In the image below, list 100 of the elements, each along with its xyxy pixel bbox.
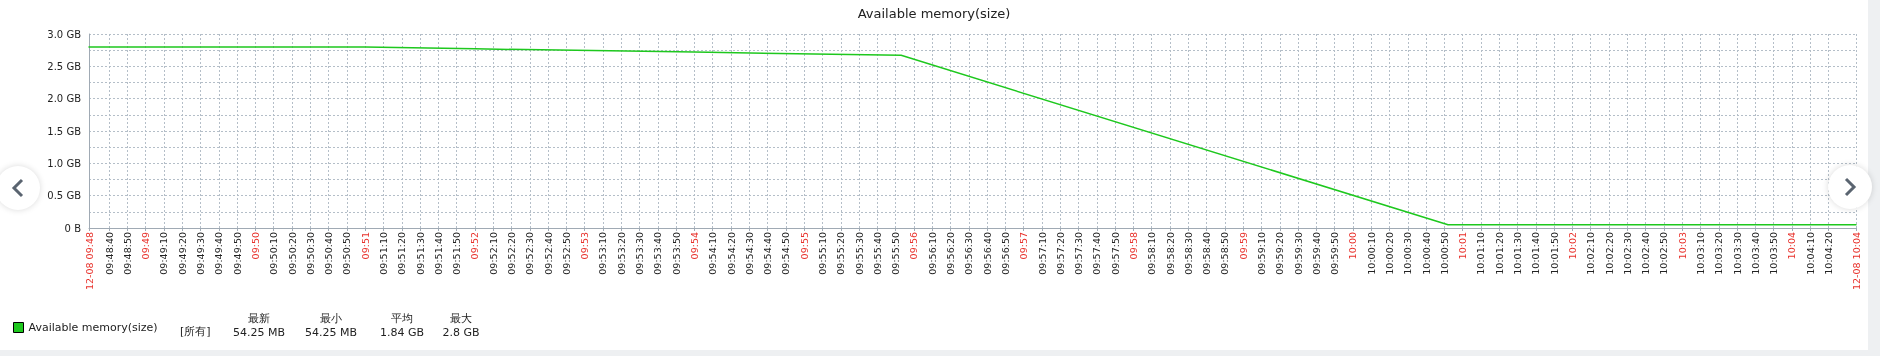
x-tick-label: 09:57:30 bbox=[1073, 232, 1085, 275]
x-tick-label: 09:52:30 bbox=[524, 232, 536, 275]
x-tick-label: 09:56:40 bbox=[981, 232, 993, 275]
x-tick-label: 10:02:20 bbox=[1603, 232, 1615, 275]
x-tick-label: 09:59:30 bbox=[1292, 232, 1304, 275]
x-tick-label: 09:57 bbox=[1018, 232, 1030, 260]
x-tick-label: 10:01 bbox=[1457, 232, 1469, 260]
text: [所有] bbox=[180, 325, 211, 338]
legend-label: Available memory(size) bbox=[28, 321, 158, 334]
x-tick-label: 09:51:20 bbox=[396, 232, 408, 275]
x-tick-label: 10:00 bbox=[1347, 232, 1359, 260]
x-tick-label: 09:56:10 bbox=[926, 232, 938, 275]
x-tick-label: 09:56:30 bbox=[963, 232, 975, 275]
x-tick-label: 09:49:10 bbox=[158, 232, 170, 275]
x-tick-label: 09:59:10 bbox=[1255, 232, 1267, 275]
x-tick-label: 09:51 bbox=[359, 232, 371, 260]
x-tick-label: 09:49:30 bbox=[195, 232, 207, 275]
x-tick-label: 09:55:20 bbox=[835, 232, 847, 275]
x-tick-label: 09:54 bbox=[688, 232, 700, 260]
text: 2.8 GB bbox=[442, 326, 480, 339]
x-tick-label: 09:50:40 bbox=[323, 232, 335, 275]
text: 平均 bbox=[391, 312, 413, 325]
x-tick-label: 09:49:20 bbox=[176, 232, 188, 275]
x-tick-label: 09:57:10 bbox=[1036, 232, 1048, 275]
x-tick-label: 09:57:40 bbox=[1091, 232, 1103, 275]
x-tick-label: 09:54:50 bbox=[780, 232, 792, 275]
x-tick-label: 09:48:50 bbox=[121, 232, 133, 275]
x-tick-label: 09:59:20 bbox=[1274, 232, 1286, 275]
x-tick-label: 09:52:10 bbox=[487, 232, 499, 275]
x-tick-label: 09:55:50 bbox=[890, 232, 902, 275]
x-tick-label: 09:50:20 bbox=[286, 232, 298, 275]
x-tick-label: 09:52:40 bbox=[542, 232, 554, 275]
x-tick-label: 09:58 bbox=[1127, 232, 1139, 260]
x-tick-label: 10:01:20 bbox=[1493, 232, 1505, 275]
text: 54.25 MB bbox=[304, 326, 358, 339]
x-tick-label: 09:56:50 bbox=[999, 232, 1011, 275]
x-tick-label: 09:51:10 bbox=[377, 232, 389, 275]
x-tick-label: 10:03:50 bbox=[1768, 232, 1780, 275]
y-tick-label: 3.0 GB bbox=[47, 28, 82, 40]
x-tick-label: 10:02:50 bbox=[1658, 232, 1670, 275]
x-tick-label: 09:57:20 bbox=[1054, 232, 1066, 275]
x-tick-label: 09:50:30 bbox=[304, 232, 316, 275]
x-tick-label: 09:58:40 bbox=[1201, 232, 1213, 275]
x-tick-label: 10:00:20 bbox=[1384, 232, 1396, 275]
x-tick-label: 09:51:40 bbox=[432, 232, 444, 275]
x-tick-label: 10:00:50 bbox=[1438, 232, 1450, 275]
x-tick-label: 09:55:40 bbox=[871, 232, 883, 275]
x-tick-label: 09:59 bbox=[1237, 232, 1249, 260]
x-tick-label: 09:59:50 bbox=[1329, 232, 1341, 275]
x-tick-label: 10:03 bbox=[1676, 232, 1688, 260]
x-tick-label: 10:04:20 bbox=[1823, 232, 1835, 275]
text: 1.84 GB bbox=[379, 326, 425, 339]
x-tick-label: 10:02 bbox=[1566, 232, 1578, 260]
x-tick-label: 09:56:20 bbox=[945, 232, 957, 275]
x-tick-label: 10:03:10 bbox=[1695, 232, 1707, 275]
x-tick-label: 09:54:10 bbox=[707, 232, 719, 275]
text: 最新 bbox=[248, 312, 270, 325]
x-tick-label: 12-08 09:48 bbox=[83, 232, 95, 291]
x-tick-label: 09:54:20 bbox=[725, 232, 737, 275]
x-tick-label: 10:02:40 bbox=[1640, 232, 1652, 275]
x-tick-label: 10:00:10 bbox=[1365, 232, 1377, 275]
x-tick-label: 09:50:50 bbox=[341, 232, 353, 275]
x-tick-label: 09:52 bbox=[469, 232, 481, 260]
x-tick-label: 10:02:10 bbox=[1585, 232, 1597, 275]
x-tick-label: 09:50 bbox=[249, 232, 261, 260]
y-tick-label: 1.5 GB bbox=[47, 125, 82, 137]
x-tick-label: 10:03:30 bbox=[1731, 232, 1743, 275]
x-tick-label: 09:55 bbox=[798, 232, 810, 260]
x-tick-label: 09:58:10 bbox=[1146, 232, 1158, 275]
x-tick-label: 09:53 bbox=[579, 232, 591, 260]
x-tick-label: 09:49:50 bbox=[231, 232, 243, 275]
x-tick-label: 09:56 bbox=[908, 232, 920, 260]
x-tick-label: 09:58:50 bbox=[1219, 232, 1231, 275]
x-tick-label: 10:00:30 bbox=[1402, 232, 1414, 275]
chart-title: Available memory(size) bbox=[857, 6, 1011, 21]
x-tick-label: 10:01:40 bbox=[1530, 232, 1542, 275]
x-tick-label: 09:52:20 bbox=[506, 232, 517, 275]
x-tick-label: 09:51:50 bbox=[451, 232, 463, 275]
x-tick-label: 10:02:30 bbox=[1621, 232, 1633, 275]
x-tick-label: 10:03:20 bbox=[1713, 232, 1725, 275]
text: 最小 bbox=[320, 312, 342, 325]
x-tick-label: 09:53:50 bbox=[670, 232, 682, 275]
x-tick-label: 10:04:10 bbox=[1804, 232, 1816, 275]
x-tick-label: 09:51:30 bbox=[414, 232, 426, 275]
x-tick-label: 09:53:20 bbox=[615, 232, 627, 275]
y-tick-label: 2.0 GB bbox=[47, 93, 82, 105]
x-tick-label: 10:01:30 bbox=[1512, 232, 1524, 275]
x-tick-label: 09:52:50 bbox=[560, 232, 572, 275]
x-tick-label: 09:49:40 bbox=[213, 232, 225, 275]
x-tick-label: 09:54:30 bbox=[743, 232, 755, 275]
x-tick-label: 10:01:50 bbox=[1548, 232, 1560, 275]
x-tick-label: 09:49 bbox=[140, 232, 152, 260]
x-tick-label: 09:58:20 bbox=[1164, 232, 1176, 275]
x-tick-label: 10:04 bbox=[1786, 232, 1798, 260]
y-tick-label: 2.5 GB bbox=[47, 60, 82, 72]
x-tick-label: 09:53:10 bbox=[597, 232, 609, 275]
text: 最大 bbox=[450, 312, 472, 325]
x-tick-label: 09:48:40 bbox=[103, 232, 115, 275]
x-tick-label: 10:00:40 bbox=[1420, 232, 1432, 275]
text: 54.25 MB bbox=[232, 326, 286, 339]
